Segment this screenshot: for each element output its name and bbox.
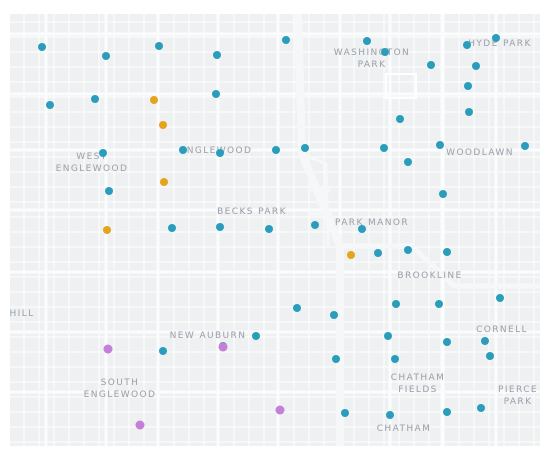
neighborhood-label-park-manor: PARK MANOR [334, 218, 410, 228]
location-marker-blue[interactable] [363, 37, 371, 45]
location-marker-blue[interactable] [46, 101, 54, 109]
location-marker-blue[interactable] [477, 404, 485, 412]
neighborhood-label-woodlawn: WOODLAWN [446, 148, 514, 158]
neighborhood-label-west-englewood: WEST ENGLEWOOD [55, 152, 129, 174]
highway-branch [340, 243, 540, 289]
location-marker-blue[interactable] [521, 142, 529, 150]
location-marker-blue[interactable] [380, 144, 388, 152]
neighborhood-label-pierce-park: PIERCE PARK [498, 385, 538, 407]
neighborhood-label-cornell: CORNELL [476, 325, 528, 335]
location-marker-blue[interactable] [179, 146, 187, 154]
location-marker-blue[interactable] [465, 108, 473, 116]
location-marker-blue[interactable] [216, 223, 224, 231]
location-marker-blue[interactable] [386, 411, 394, 419]
map-canvas[interactable]: WASHINGTON PARK HYDE PARK WEST ENGLEWOOD EN… [10, 14, 540, 446]
location-marker-blue[interactable] [293, 304, 301, 312]
location-marker-blue[interactable] [464, 82, 472, 90]
location-marker-blue[interactable] [38, 43, 46, 51]
park-path [385, 73, 417, 99]
neighborhood-label-brookline: BROOKLINE [397, 271, 463, 281]
neighborhood-label-chatham-fields: CHATHAM FIELDS [390, 373, 446, 395]
location-marker-blue[interactable] [384, 332, 392, 340]
location-marker-blue[interactable] [272, 146, 280, 154]
location-marker-blue[interactable] [102, 52, 110, 60]
location-marker-purple[interactable] [275, 405, 285, 415]
location-marker-blue[interactable] [492, 34, 500, 42]
location-marker-blue[interactable] [213, 51, 221, 59]
neighborhood-label-englewood: ENGLEWOOD [180, 145, 253, 157]
location-marker-blue[interactable] [99, 149, 107, 157]
location-marker-blue[interactable] [159, 347, 167, 355]
neighborhood-label-becks-park: BECKS PARK [217, 207, 287, 217]
neighborhood-label-south-englewood: SOUTH ENGLEWOOD [83, 378, 157, 400]
location-marker-blue[interactable] [330, 311, 338, 319]
location-marker-blue[interactable] [443, 408, 451, 416]
neighborhood-label-hyde-park: HYDE PARK [468, 39, 532, 49]
location-marker-purple[interactable] [218, 342, 228, 352]
location-marker-blue[interactable] [105, 187, 113, 195]
location-marker-blue[interactable] [472, 62, 480, 70]
location-marker-blue[interactable] [91, 95, 99, 103]
location-marker-blue[interactable] [443, 338, 451, 346]
location-marker-blue[interactable] [358, 225, 366, 233]
location-marker-blue[interactable] [265, 225, 273, 233]
neighborhood-label-hill: HILL [10, 309, 35, 319]
highway-ramp [301, 152, 330, 247]
location-marker-blue[interactable] [391, 355, 399, 363]
location-marker-orange[interactable] [347, 251, 355, 259]
location-marker-blue[interactable] [404, 158, 412, 166]
location-marker-blue[interactable] [427, 61, 435, 69]
location-marker-blue[interactable] [212, 90, 220, 98]
location-marker-blue[interactable] [332, 355, 340, 363]
location-marker-blue[interactable] [216, 149, 224, 157]
location-marker-blue[interactable] [396, 115, 404, 123]
location-marker-blue[interactable] [301, 144, 309, 152]
neighborhood-label-chatham: CHATHAM [376, 424, 432, 434]
location-marker-orange[interactable] [103, 226, 111, 234]
highway [294, 14, 344, 446]
location-marker-orange[interactable] [160, 178, 168, 186]
location-marker-blue[interactable] [381, 48, 389, 56]
location-marker-blue[interactable] [481, 337, 489, 345]
location-marker-blue[interactable] [374, 249, 382, 257]
location-marker-blue[interactable] [168, 224, 176, 232]
location-marker-blue[interactable] [282, 36, 290, 44]
location-marker-blue[interactable] [463, 41, 471, 49]
location-marker-blue[interactable] [496, 294, 504, 302]
location-marker-blue[interactable] [311, 221, 319, 229]
neighborhood-label-new-auburn: NEW AUBURN [169, 331, 247, 341]
location-marker-blue[interactable] [486, 352, 494, 360]
street-grid [10, 14, 540, 446]
location-marker-orange[interactable] [159, 121, 167, 129]
neighborhood-label-washington-park: WASHINGTON PARK [333, 48, 411, 70]
highway-ramp [310, 188, 332, 216]
location-marker-blue[interactable] [155, 42, 163, 50]
location-marker-blue[interactable] [392, 300, 400, 308]
location-marker-blue[interactable] [252, 332, 260, 340]
location-marker-purple[interactable] [135, 420, 145, 430]
location-marker-blue[interactable] [439, 190, 447, 198]
location-marker-blue[interactable] [443, 248, 451, 256]
location-marker-blue[interactable] [404, 246, 412, 254]
location-marker-blue[interactable] [341, 409, 349, 417]
location-marker-blue[interactable] [435, 300, 443, 308]
location-marker-blue[interactable] [436, 141, 444, 149]
location-marker-orange[interactable] [150, 96, 158, 104]
location-marker-purple[interactable] [103, 344, 113, 354]
